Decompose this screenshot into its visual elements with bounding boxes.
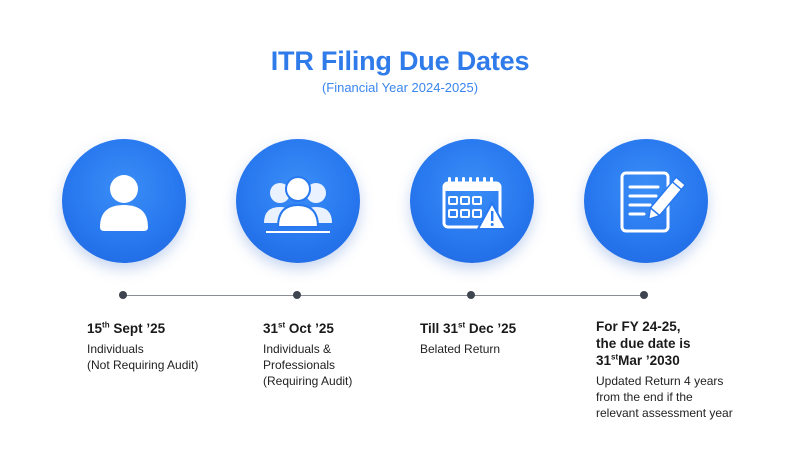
step-1-text: 15th Sept ’25 Individuals (Not Requiring… xyxy=(87,320,247,373)
step-3-circle xyxy=(410,139,534,263)
step-2-text: 31st Oct ’25 Individuals & Professionals… xyxy=(263,320,403,389)
timeline-dot-3 xyxy=(467,291,475,299)
step-3-text: Till 31st Dec ’25 Belated Return xyxy=(420,320,580,357)
step-4-date: For FY 24-25, the due date is 31stMar ’2… xyxy=(596,319,691,368)
calendar-warning-icon xyxy=(442,177,507,230)
group-icon xyxy=(264,176,332,233)
step-4-text: For FY 24-25, the due date is 31stMar ’2… xyxy=(596,318,796,421)
page-title: ITR Filing Due Dates xyxy=(270,46,530,76)
timeline-dot-4 xyxy=(640,291,648,299)
step-2-date: 31st Oct ’25 xyxy=(263,320,334,336)
step-2-circle xyxy=(236,139,360,263)
timeline-dot-1 xyxy=(119,291,127,299)
page-subtitle: (Financial Year 2024-2025) xyxy=(321,80,479,95)
step-4-circle xyxy=(584,139,708,263)
step-3-date: Till 31st Dec ’25 xyxy=(420,320,517,336)
person-icon xyxy=(100,175,148,231)
step-1-description: Individuals (Not Requiring Audit) xyxy=(87,342,199,372)
step-1-circle xyxy=(62,139,186,263)
step-3-description: Belated Return xyxy=(420,342,501,356)
step-2-description: Individuals & Professionals (Requiring A… xyxy=(263,342,353,388)
step-4-description: Updated Return 4 years from the end if t… xyxy=(596,374,733,420)
step-1-date: 15th Sept ’25 xyxy=(87,320,166,336)
document-edit-icon xyxy=(620,171,687,233)
timeline-line xyxy=(123,295,645,296)
timeline-dot-2 xyxy=(293,291,301,299)
